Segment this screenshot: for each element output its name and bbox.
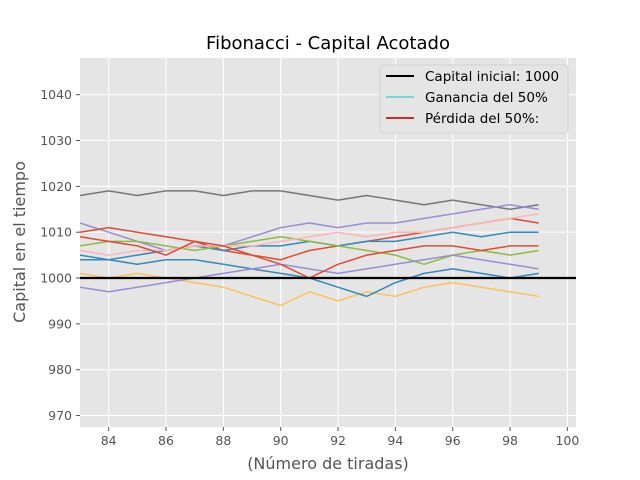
legend-label-capital: Capital inicial: 1000	[425, 69, 559, 85]
x-tick-label: 84	[101, 433, 117, 448]
x-tick-label: 92	[330, 433, 346, 448]
legend-label-perdida: Pérdida del 50%:	[425, 111, 539, 127]
y-tick-label: 1010	[40, 225, 72, 240]
x-tick-label: 100	[555, 433, 579, 448]
series-line-4	[79, 272, 539, 307]
y-tick-label: 980	[48, 362, 72, 377]
y-tick-label: 1000	[40, 271, 72, 286]
y-axis-label: Capital en el tiempo	[10, 161, 29, 323]
series-line-1	[79, 190, 539, 211]
x-tick-label: 90	[273, 433, 289, 448]
x-axis-label: (Número de tiradas)	[247, 454, 409, 473]
y-tick-label: 990	[48, 316, 72, 331]
x-tick-label: 98	[502, 433, 518, 448]
chart-title: Fibonacci - Capital Acotado	[206, 33, 450, 54]
y-tick-label: 1020	[40, 179, 72, 194]
legend: Capital inicial: 1000 Ganancia del 50% P…	[379, 64, 569, 134]
x-tick-label: 88	[215, 433, 231, 448]
y-axis-ticks: 970 980 990 1000 1010 1020 1030 1040	[40, 87, 80, 423]
series-line-9	[79, 254, 539, 293]
x-tick-label: 96	[445, 433, 461, 448]
x-tick-label: 94	[387, 433, 403, 448]
legend-label-ganancia: Ganancia del 50%	[425, 90, 548, 106]
y-tick-label: 1030	[40, 133, 72, 148]
x-tick-label: 86	[158, 433, 174, 448]
y-tick-label: 970	[48, 408, 72, 423]
legend-box	[379, 64, 569, 134]
series-line-2	[79, 203, 539, 252]
series-line-6	[79, 236, 539, 266]
x-axis-ticks: 84 86 88 90 92 94 96 98 100	[101, 427, 579, 448]
y-tick-label: 1040	[40, 87, 72, 102]
series-line-7	[79, 213, 539, 256]
